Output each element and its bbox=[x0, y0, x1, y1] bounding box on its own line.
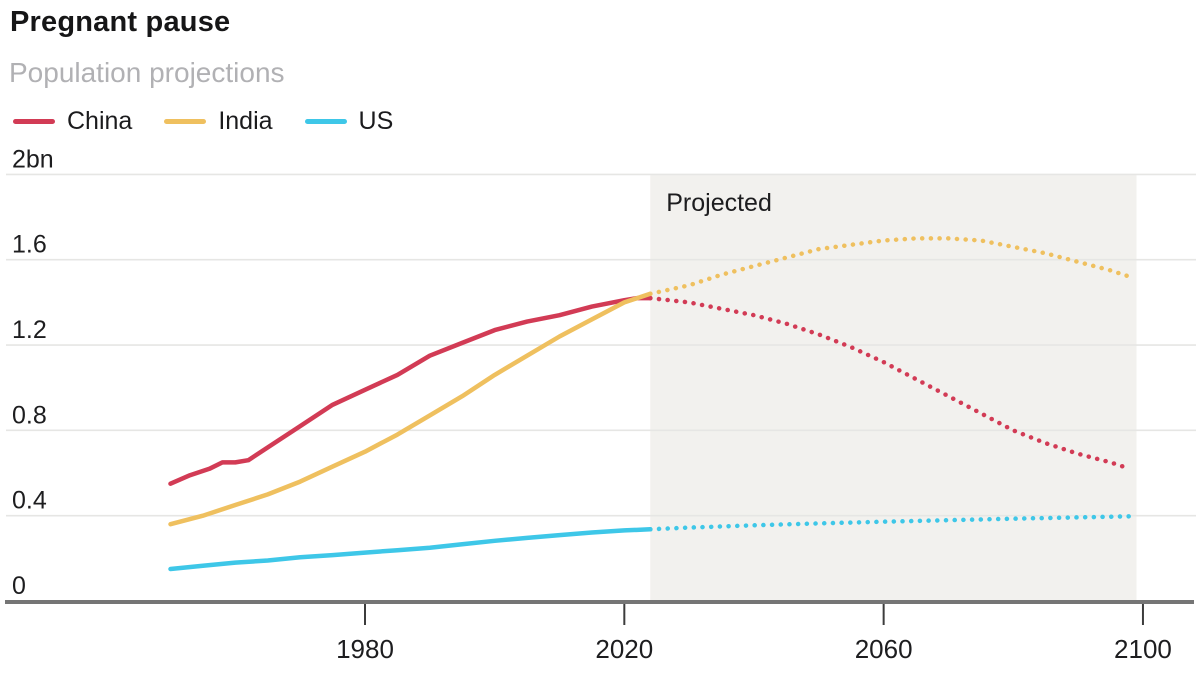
series-line-india-solid bbox=[168, 291, 653, 527]
series-line-china-projected bbox=[648, 295, 1133, 472]
x-axis: 1980 2020 2060 2100 bbox=[336, 604, 1172, 664]
series-line-us-solid bbox=[168, 527, 653, 572]
y-axis-tick-label: 0 bbox=[12, 572, 26, 600]
legend-item-india: India bbox=[164, 107, 273, 136]
y-axis-tick-label: 0.4 bbox=[12, 487, 47, 515]
projected-label: Projected bbox=[666, 189, 772, 217]
legend: China India US bbox=[13, 107, 393, 136]
series-line-us-projected bbox=[648, 514, 1133, 532]
gridlines bbox=[6, 173, 1196, 517]
x-axis-tick-label: 2100 bbox=[1114, 634, 1172, 664]
legend-item-china: China bbox=[13, 107, 132, 136]
series-line-china-solid bbox=[168, 295, 653, 486]
chart-subtitle: Population projections bbox=[9, 57, 285, 88]
legend-item-us: US bbox=[304, 107, 394, 136]
projection-band bbox=[650, 175, 1137, 601]
legend-label: China bbox=[67, 107, 133, 135]
y-axis-tick-label: 0.8 bbox=[12, 401, 47, 429]
legend-label: US bbox=[358, 107, 394, 135]
page-title: Pregnant pause bbox=[10, 6, 231, 38]
y-axis-tick-label: 1.6 bbox=[12, 231, 47, 259]
series-lines bbox=[168, 236, 1133, 572]
y-axis-labels: 0 0.4 0.8 1.2 1.6 2bn bbox=[12, 145, 54, 600]
legend-label: India bbox=[218, 107, 273, 135]
x-axis-tick-label: 1980 bbox=[336, 634, 394, 664]
y-axis-tick-label: 2bn bbox=[12, 145, 54, 173]
legend-swatch-us bbox=[304, 119, 347, 124]
legend-swatch-china bbox=[13, 119, 55, 124]
x-axis-tick-label: 2020 bbox=[595, 634, 653, 664]
x-axis-tick-label: 2060 bbox=[855, 634, 913, 664]
legend-swatch-india bbox=[164, 119, 207, 124]
y-axis-tick-label: 1.2 bbox=[12, 316, 47, 344]
